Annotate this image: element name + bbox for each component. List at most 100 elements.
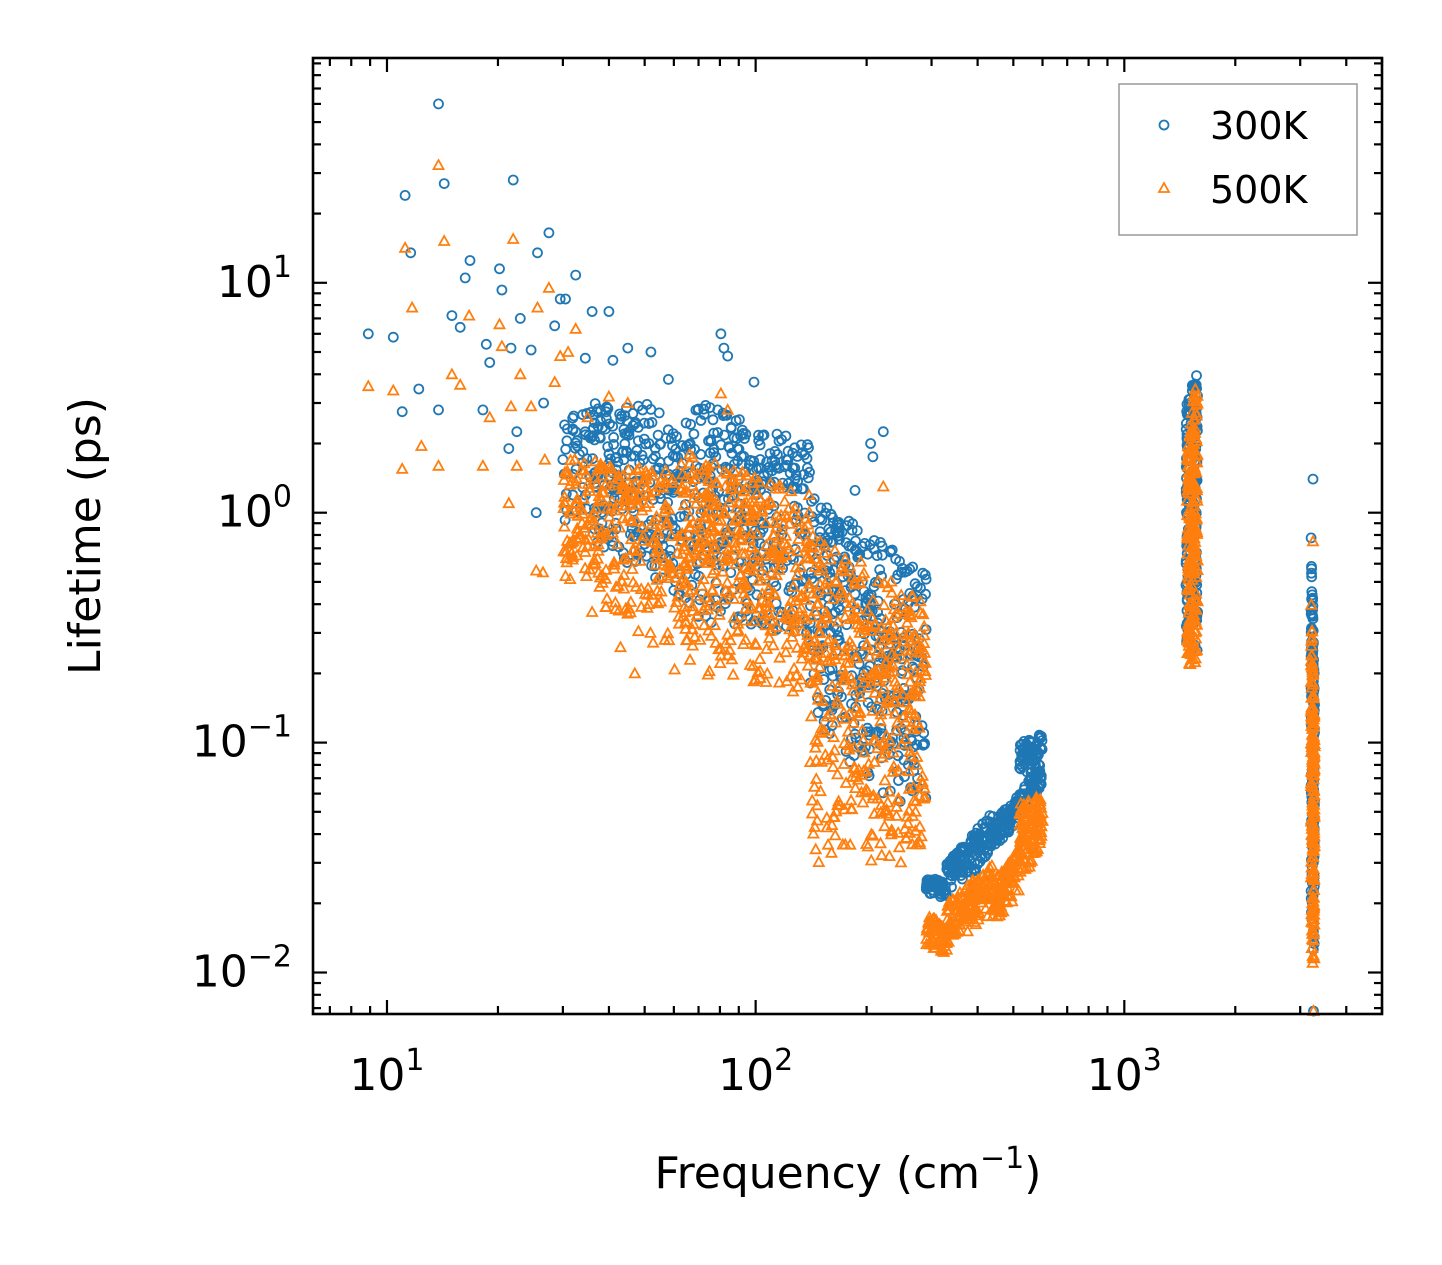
data-point-500k bbox=[731, 495, 745, 508]
data-point-500k bbox=[624, 497, 638, 509]
data-point-500k bbox=[731, 522, 745, 535]
data-point-500k bbox=[737, 484, 751, 497]
data-point-500k bbox=[633, 553, 647, 566]
data-point-500k bbox=[698, 487, 712, 500]
data-point-500k bbox=[1016, 860, 1030, 873]
data-point-500k bbox=[713, 656, 727, 668]
data-point-300k bbox=[560, 293, 571, 305]
data-point-500k bbox=[858, 622, 872, 635]
data-point-500k bbox=[873, 691, 887, 704]
y-tick-label: 10−1 bbox=[192, 710, 292, 768]
data-point-500k bbox=[976, 880, 990, 892]
data-point-500k bbox=[843, 634, 857, 647]
data-point-500k bbox=[608, 595, 622, 608]
data-point-500k bbox=[685, 450, 699, 463]
data-point-500k bbox=[826, 810, 841, 822]
data-point-500k bbox=[820, 610, 834, 622]
data-point-500k bbox=[759, 538, 773, 551]
data-point-500k bbox=[557, 519, 571, 532]
data-point-300k bbox=[655, 438, 666, 450]
data-point-300k bbox=[579, 352, 591, 364]
data-point-500k bbox=[891, 643, 905, 656]
data-point-500k bbox=[625, 562, 639, 574]
data-point-300k bbox=[789, 578, 800, 590]
data-point-500k bbox=[963, 907, 977, 920]
data-point-500k bbox=[558, 490, 572, 502]
y-tick-label: 101 bbox=[217, 250, 292, 308]
data-point-500k bbox=[1028, 796, 1042, 808]
data-point-500k bbox=[902, 782, 916, 794]
data-point-300k bbox=[653, 462, 665, 474]
data-point-300k bbox=[718, 429, 730, 441]
data-point-500k bbox=[975, 875, 989, 888]
data-point-500k bbox=[948, 926, 962, 939]
data-point-500k bbox=[790, 567, 805, 580]
data-point-500k bbox=[1190, 408, 1204, 421]
data-point-500k bbox=[569, 476, 583, 489]
data-point-500k bbox=[495, 339, 509, 352]
data-point-500k bbox=[809, 753, 823, 766]
data-point-500k bbox=[625, 481, 639, 494]
data-point-300k bbox=[454, 321, 466, 333]
data-point-500k bbox=[650, 583, 664, 596]
data-point-500k bbox=[696, 572, 710, 585]
data-point-500k bbox=[683, 535, 697, 548]
data-point-300k bbox=[751, 589, 763, 601]
data-point-300k bbox=[1026, 773, 1037, 785]
data-point-500k bbox=[651, 527, 665, 539]
data-point-500k bbox=[414, 439, 428, 451]
data-point-500k bbox=[583, 484, 597, 496]
data-point-500k bbox=[913, 681, 927, 693]
data-point-500k bbox=[780, 674, 794, 687]
data-point-500k bbox=[634, 582, 648, 594]
data-point-500k bbox=[828, 828, 842, 841]
data-point-500k bbox=[744, 599, 758, 612]
data-point-500k bbox=[718, 506, 732, 519]
data-point-500k bbox=[557, 473, 571, 485]
data-point-300k bbox=[1306, 567, 1317, 579]
data-point-500k bbox=[795, 623, 809, 636]
data-point-500k bbox=[1306, 663, 1320, 676]
data-point-500k bbox=[619, 499, 633, 511]
data-point-500k bbox=[785, 630, 799, 642]
data-point-500k bbox=[874, 621, 888, 633]
data-point-500k bbox=[901, 816, 915, 829]
data-point-300k bbox=[1306, 563, 1317, 575]
data-point-500k bbox=[654, 594, 668, 607]
legend-marker-500k bbox=[1157, 181, 1171, 193]
data-point-500k bbox=[889, 651, 903, 664]
data-point-500k bbox=[810, 798, 824, 811]
data-point-300k bbox=[603, 306, 615, 317]
data-point-500k bbox=[405, 300, 419, 313]
data-point-500k bbox=[874, 714, 888, 727]
data-point-500k bbox=[824, 845, 839, 858]
data-point-500k bbox=[677, 498, 691, 511]
data-point-300k bbox=[625, 528, 636, 540]
y-axis-title: Lifetime (ps) bbox=[60, 397, 111, 675]
data-point-300k bbox=[496, 284, 508, 296]
data-point-500k bbox=[848, 651, 862, 663]
data-point-300k bbox=[968, 830, 980, 842]
data-point-500k bbox=[778, 494, 792, 507]
data-point-500k bbox=[683, 653, 697, 665]
data-point-300k bbox=[700, 399, 711, 411]
data-point-500k bbox=[864, 853, 878, 866]
data-point-500k bbox=[1306, 865, 1320, 878]
data-point-500k bbox=[643, 488, 657, 501]
data-point-500k bbox=[1185, 406, 1199, 418]
data-point-300k bbox=[969, 844, 981, 855]
data-point-500k bbox=[943, 897, 957, 910]
data-point-500k bbox=[770, 508, 784, 521]
data-point-500k bbox=[789, 668, 803, 681]
y-tick-label-exp: 1 bbox=[273, 250, 292, 285]
data-point-500k bbox=[958, 914, 972, 927]
data-point-500k bbox=[678, 555, 693, 568]
data-point-500k bbox=[1180, 508, 1194, 520]
data-point-500k bbox=[720, 550, 734, 563]
data-point-300k bbox=[567, 423, 579, 435]
data-point-500k bbox=[889, 626, 903, 639]
data-point-500k bbox=[703, 504, 717, 517]
data-point-500k bbox=[697, 618, 711, 631]
data-point-500k bbox=[773, 557, 787, 570]
data-point-500k bbox=[827, 730, 841, 743]
